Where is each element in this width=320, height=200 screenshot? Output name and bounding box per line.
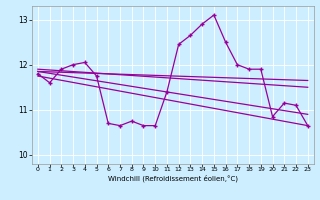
X-axis label: Windchill (Refroidissement éolien,°C): Windchill (Refroidissement éolien,°C) bbox=[108, 175, 238, 182]
